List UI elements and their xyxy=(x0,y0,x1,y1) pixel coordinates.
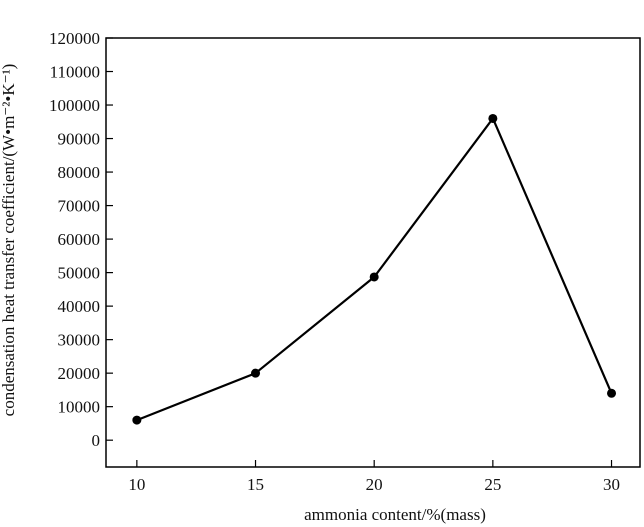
x-tick-label: 10 xyxy=(128,475,145,494)
data-point xyxy=(251,368,261,378)
y-tick-label: 20000 xyxy=(58,364,101,383)
y-tick-label: 100000 xyxy=(49,96,100,115)
y-tick-label: 120000 xyxy=(49,29,100,48)
plot-frame xyxy=(105,37,641,468)
x-tick-label: 30 xyxy=(603,475,620,494)
y-tick-label: 10000 xyxy=(58,398,101,417)
data-point xyxy=(132,415,142,425)
x-tick-label: 15 xyxy=(247,475,264,494)
y-axis-ticks: 0 10000 20000 30000 40000 50000 60000 70000 8000… xyxy=(49,29,113,450)
data-point xyxy=(488,113,498,123)
x-axis-title: ammonia content/%(mass) xyxy=(304,505,486,524)
data-point xyxy=(369,272,379,282)
series-line xyxy=(136,117,613,422)
y-tick-label: 0 xyxy=(92,431,101,450)
y-tick-label: 60000 xyxy=(58,230,101,249)
y-axis-title: condensation heat transfer coefficient/(… xyxy=(0,64,18,417)
x-tick-label: 20 xyxy=(366,475,383,494)
y-tick-label: 50000 xyxy=(58,264,101,283)
y-tick-label: 80000 xyxy=(58,163,101,182)
y-tick-label: 40000 xyxy=(58,297,101,316)
y-tick-label: 30000 xyxy=(58,331,101,350)
y-tick-label: 90000 xyxy=(58,130,101,149)
data-point xyxy=(607,388,617,398)
x-tick-label: 25 xyxy=(484,475,501,494)
series-layer xyxy=(132,113,617,425)
x-axis-ticks: 10 15 20 25 30 xyxy=(128,460,620,494)
y-tick-label: 110000 xyxy=(50,63,100,82)
y-tick-label: 70000 xyxy=(58,197,101,216)
